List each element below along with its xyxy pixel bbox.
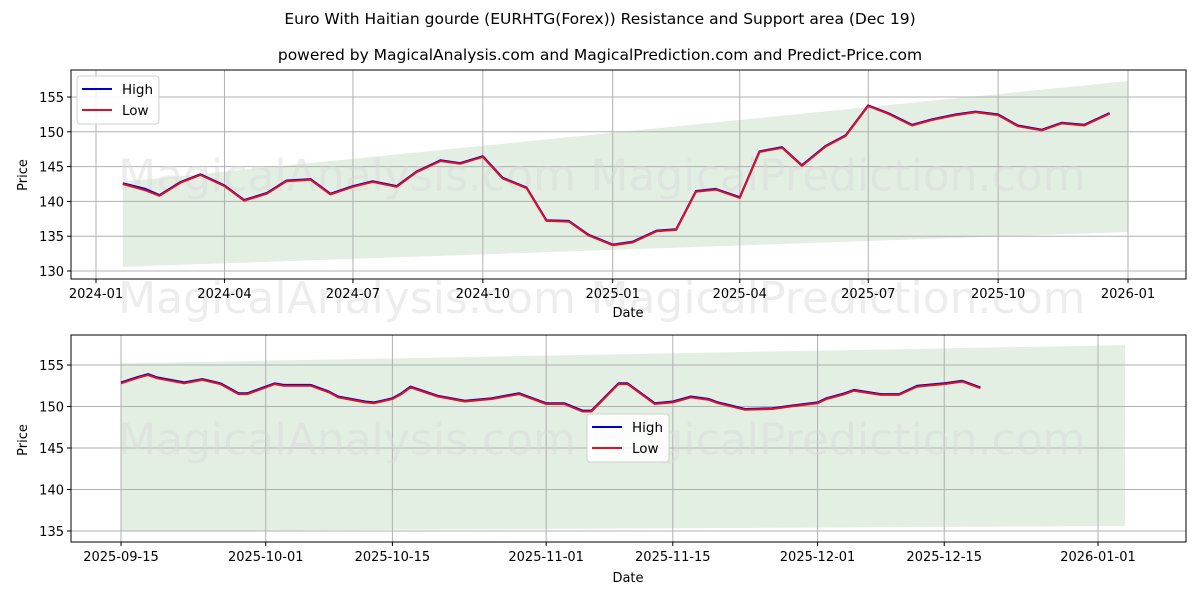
y-axis-ticks: 135 140 145 150 155 <box>39 359 71 540</box>
y-tick-label: 145 <box>39 161 64 176</box>
y-axis-label: Price <box>16 159 31 191</box>
watermark-text: MagicalPrediction.com <box>591 151 1086 202</box>
legend: High Low <box>76 75 160 125</box>
legend-high-label: High <box>122 82 153 98</box>
watermark-text: MagicalPrediction.com <box>591 415 1086 466</box>
watermark-text: MagicalAnalysis.com <box>118 273 576 324</box>
y-axis-label: Price <box>16 424 31 456</box>
y-tick-label: 140 <box>39 195 64 210</box>
grid-lines <box>71 70 1186 279</box>
price-lines <box>120 373 981 413</box>
low-series-line <box>120 374 981 413</box>
legend-low-label: Low <box>122 103 149 119</box>
support-resistance-band <box>122 80 1128 267</box>
watermark-text: MagicalAnalysis.com <box>118 151 576 202</box>
x-tick-label: 2026-01 <box>1101 287 1155 302</box>
x-tick-label: 2024-07 <box>326 287 380 302</box>
y-tick-label: 155 <box>39 359 64 374</box>
x-axis-label: Date <box>612 306 643 321</box>
legend-high-label: High <box>632 420 663 436</box>
x-tick-label: 2025-11-15 <box>635 550 711 565</box>
x-tick-label: 2024-01 <box>69 287 123 302</box>
y-tick-label: 145 <box>39 442 64 457</box>
x-tick-label: 2025-10-01 <box>228 550 304 565</box>
chart-title: Euro With Haitian gourde (EURHTG(Forex))… <box>284 10 916 28</box>
bottom-price-chart: MagicalAnalysis.com MagicalPrediction.com… <box>16 334 1187 586</box>
plot-frame <box>70 69 1187 280</box>
watermark: MagicalAnalysis.com MagicalPrediction.com <box>118 415 1085 466</box>
x-tick-label: 2025-12-15 <box>906 550 982 565</box>
x-tick-label: 2025-01 <box>586 287 640 302</box>
x-tick-label: 2025-07 <box>841 287 895 302</box>
x-tick-label: 2024-04 <box>197 287 251 302</box>
y-tick-label: 130 <box>39 265 64 280</box>
y-tick-label: 135 <box>39 230 64 245</box>
y-axis-ticks: 130 135 140 145 150 155 <box>39 91 71 280</box>
low-series-line <box>122 105 1111 247</box>
x-tick-label: 2025-10 <box>971 287 1025 302</box>
legend-low-label: Low <box>632 441 659 457</box>
y-tick-label: 150 <box>39 126 64 141</box>
x-tick-label: 2026-01-01 <box>1060 550 1136 565</box>
band-area <box>122 80 1128 267</box>
y-tick-label: 155 <box>39 91 64 106</box>
legend: High Low <box>586 413 670 463</box>
x-tick-label: 2025-04 <box>713 287 767 302</box>
grid-lines <box>71 335 1186 542</box>
x-axis-ticks: 2025-09-15 2025-10-01 2025-10-15 2025-11-01… <box>83 542 1136 565</box>
x-tick-label: 2025-10-15 <box>355 550 431 565</box>
x-tick-label: 2025-12-01 <box>780 550 856 565</box>
y-tick-label: 150 <box>39 401 64 416</box>
y-tick-label: 135 <box>39 525 64 540</box>
x-axis-ticks: 2024-01 2024-04 2024-07 2024-10 2025-01 2025-… <box>69 279 1155 302</box>
watermark-text: MagicalPrediction.com <box>591 273 1086 324</box>
top-price-chart: MagicalAnalysis.com MagicalPrediction.com… <box>16 69 1187 324</box>
x-tick-label: 2025-09-15 <box>83 550 159 565</box>
x-tick-label: 2025-11-01 <box>508 550 584 565</box>
price-lines <box>122 104 1111 247</box>
x-tick-label: 2024-10 <box>456 287 510 302</box>
watermark-text: MagicalAnalysis.com <box>118 415 576 466</box>
x-axis-label: Date <box>612 571 643 586</box>
chart-subtitle: powered by MagicalAnalysis.com and Magic… <box>277 46 923 64</box>
plot-frame <box>70 334 1187 543</box>
y-tick-label: 140 <box>39 484 64 499</box>
